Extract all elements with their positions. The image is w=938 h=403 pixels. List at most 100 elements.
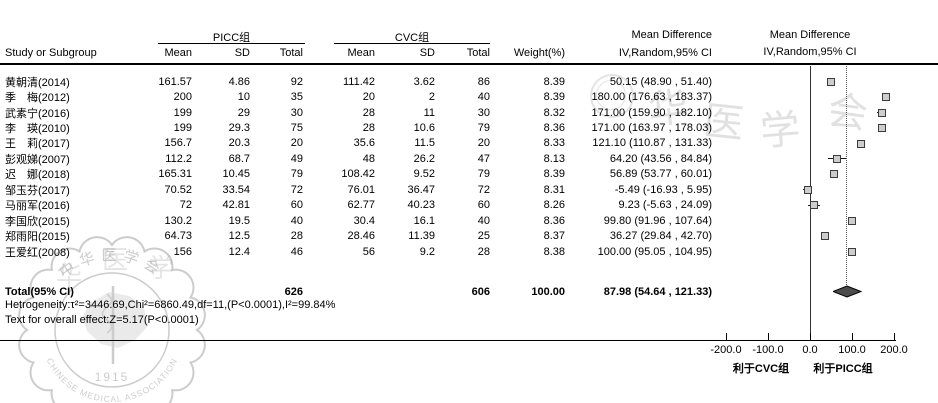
heterogeneity-text: Hetrogeneity:τ²=3446.69,Chi²=6860.49,df=… (5, 299, 336, 311)
study-name: 王 莉(2017) (5, 138, 70, 151)
cvc-sd: 16.1 (413, 214, 435, 227)
cvc-total: 40 (477, 214, 490, 227)
plot-subtitle: IV,Random,95% CI (763, 46, 857, 58)
cvc-mean: 62.77 (347, 199, 375, 212)
total-row: Total(95% CI) 626 606 100.00 87.98 (54.6… (0, 284, 714, 299)
effect-square (827, 77, 836, 86)
study-name: 李 瑛(2010) (5, 123, 70, 136)
column-header-row: Study or Subgroup Mean SD Total Mean SD … (0, 45, 714, 60)
weight: 8.37 (543, 230, 565, 243)
total-ci: 87.98 (54.64 , 121.33) (603, 285, 712, 298)
picc-sd: 12.5 (228, 230, 250, 243)
picc-total: 75 (290, 122, 303, 135)
cvc-total: 20 (477, 137, 490, 150)
cvc-sd: 2 (428, 91, 435, 104)
effect-square (829, 170, 838, 179)
picc-sd: 12.4 (228, 245, 250, 258)
picc-total: 60 (290, 199, 303, 212)
cvc-mean: 30.4 (353, 214, 375, 227)
watermark-character: 学 (758, 106, 803, 156)
picc-total: 30 (290, 106, 303, 119)
md-ci: 121.10 (110.87 , 131.33) (592, 137, 712, 150)
axis-tick-label: 200.0 (880, 344, 908, 356)
total-label: Total(95% CI) (5, 285, 74, 298)
study-row: 郑雨阳(2015) 64.73 12.5 28 28.46 11.39 25 8.37 36.2… (0, 228, 714, 243)
picc-sd: 4.86 (228, 75, 250, 88)
weight: 8.38 (543, 245, 565, 258)
cvc-total: 72 (477, 183, 490, 196)
study-row: 王爱红(2008) 156 12.4 46 56 9.2 28 8.38 100.00 (95.… (0, 244, 714, 259)
study-name: 邹玉芬(2017) (5, 184, 70, 197)
effect-square (881, 93, 890, 102)
study-row: 黄朝清(2014) 161.57 4.86 92 111.42 3.62 86 8.39 50.… (0, 74, 714, 89)
study-row: 武素宁(2016) 199 29 30 28 11 30 8.32 171.00 (159.90… (0, 105, 714, 120)
watermark-seal-circle-icon (590, 74, 634, 118)
picc-sd: 10 (237, 91, 250, 104)
cvc-sd: 9.52 (413, 168, 435, 181)
picc-sd: 19.5 (228, 214, 250, 227)
cvc-total: 30 (477, 106, 490, 119)
picc-mean: 200 (173, 91, 192, 104)
study-name: 王爱红(2008) (5, 246, 70, 259)
picc-sd: 29.3 (228, 122, 250, 135)
overall-effect-dotted-line (846, 66, 847, 287)
axis-tick (810, 333, 811, 341)
effect-square (821, 232, 830, 241)
cvc-sd: 11 (423, 106, 435, 119)
effect-square (832, 154, 841, 163)
cvc-total: 40 (477, 91, 490, 104)
weight: 8.36 (543, 122, 565, 135)
md-ci: 99.80 (91.96 , 107.64) (603, 214, 712, 227)
cvc-sd: 26.2 (413, 152, 435, 165)
col-md-ci: IV,Random,95% CI (618, 46, 712, 59)
china-map-shape (83, 292, 148, 348)
study-name: 郑雨阳(2015) (5, 231, 70, 244)
effect-square (856, 139, 865, 148)
weight: 8.26 (543, 199, 565, 212)
weight: 8.13 (543, 152, 565, 165)
picc-total: 79 (290, 168, 303, 181)
axis-tick (894, 333, 895, 341)
weight: 8.31 (543, 183, 565, 196)
col-weight: Weight(%) (513, 46, 565, 59)
picc-total: 40 (290, 214, 303, 227)
col-picc-sd: SD (234, 46, 250, 59)
axis-tick-label: 0.0 (802, 344, 818, 356)
col-study: Study or Subgroup (5, 46, 97, 59)
study-name: 彭观娣(2007) (5, 153, 70, 166)
cvc-sd: 3.62 (413, 75, 435, 88)
plot-title: Mean Difference (769, 29, 851, 41)
picc-total: 92 (290, 75, 303, 88)
md-ci: 64.20 (43.56 , 84.84) (609, 152, 712, 165)
cvc-total: 28 (477, 245, 490, 258)
picc-mean: 72 (179, 199, 192, 212)
col-cvc-mean: Mean (347, 46, 375, 59)
study-row: 季 梅(2012) 200 10 35 20 2 40 8.39 180.00 (176.63 … (0, 89, 714, 104)
favours-cvc-label: 利于CVC组 (732, 363, 790, 375)
weight: 8.32 (543, 106, 565, 119)
col-cvc-sd: SD (419, 46, 435, 59)
picc-mean: 70.52 (164, 183, 192, 196)
picc-mean: 199 (173, 106, 192, 119)
axis-tick-label: -100.0 (752, 344, 784, 356)
study-name: 迟 娜(2018) (5, 169, 70, 182)
cvc-total: 79 (477, 122, 490, 135)
effect-square (809, 201, 818, 210)
picc-total: 28 (290, 230, 303, 243)
md-ci: 50.15 (48.90 , 51.40) (609, 75, 712, 88)
cvc-sd: 40.23 (407, 199, 435, 212)
cvc-total: 60 (477, 199, 490, 212)
col-picc-mean: Mean (164, 46, 192, 59)
cvc-mean: 28.46 (347, 230, 375, 243)
col-picc-total: Total (279, 46, 303, 59)
cvc-mean: 35.6 (353, 137, 375, 150)
axis-tick (726, 333, 727, 341)
total-cvc-n: 606 (471, 285, 490, 298)
md-ci: 171.00 (159.90 , 182.10) (591, 106, 712, 119)
cvc-mean: 28 (362, 106, 375, 119)
picc-mean: 130.2 (164, 214, 192, 227)
axis-tick (852, 333, 853, 341)
picc-group-underline (158, 43, 305, 44)
header-divider-line (0, 63, 938, 65)
study-name: 李国欣(2015) (5, 215, 70, 228)
